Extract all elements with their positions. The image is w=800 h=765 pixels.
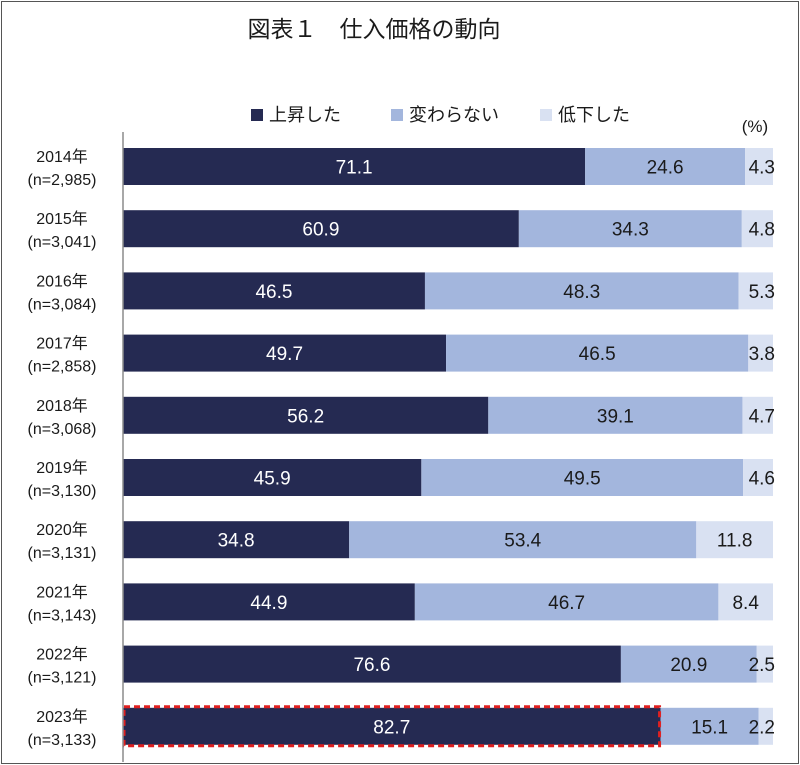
category-labels: 2014年 (n=2,985) 2015年 (n=3,041) 2016年 (n=3,08…: [28, 148, 97, 749]
bar-segment-1: [123, 210, 519, 248]
bar-segment-2: [620, 645, 757, 683]
bars: 71.1 24.6 4.3 60.9 34.3 4.8 46.5 48.3 5.3 49.7 46.…: [122, 148, 775, 748]
bar-segment-3: [741, 210, 773, 248]
data-label: 5.3: [749, 282, 775, 303]
category-n-label: (n=3,133): [28, 732, 97, 749]
bar-segment-2: [446, 334, 749, 372]
unit-label: (%): [742, 117, 768, 136]
data-label: 3.8: [749, 344, 775, 365]
data-label: 2.5: [749, 655, 775, 676]
bar-segment-2: [349, 521, 697, 559]
bar-segment-3: [696, 521, 773, 559]
data-label: 49.5: [564, 469, 601, 490]
bar-segment-1: [123, 396, 489, 434]
data-label: 46.5: [255, 282, 292, 303]
bar-segment-1: [123, 645, 621, 683]
bar-segment-1: [123, 334, 447, 372]
category-year-label: 2014年: [36, 148, 88, 166]
bar-segment-2: [421, 459, 744, 496]
data-label: 60.9: [302, 220, 339, 241]
bar-segment-3: [738, 272, 773, 310]
legend-swatch-2: [391, 109, 403, 121]
data-label: 20.9: [670, 655, 707, 676]
category-n-label: (n=3,121): [28, 670, 97, 687]
bar-segment-1: [123, 707, 661, 745]
legend-swatch-1: [251, 109, 263, 121]
chart-title: 図表１ 仕入価格の動向: [248, 16, 501, 42]
bar-segment-2: [424, 272, 739, 310]
bar-segment-3: [758, 707, 773, 745]
data-label: 11.8: [717, 531, 753, 552]
bar-segment-1: [123, 521, 350, 559]
data-label: 39.1: [597, 406, 634, 427]
data-label: 4.3: [749, 158, 775, 179]
data-label: 49.7: [266, 344, 303, 365]
data-label: 82.7: [373, 717, 410, 738]
bar-segment-1: [123, 148, 586, 185]
bar-segment-1: [123, 272, 425, 310]
data-label: 46.5: [579, 344, 616, 365]
bar-segment-3: [718, 583, 773, 621]
category-year-label: 2020年: [36, 521, 88, 539]
bar-segment-2: [585, 148, 746, 185]
legend-label-1: 上昇した: [269, 105, 341, 125]
category-year-label: 2019年: [36, 459, 88, 477]
legend-label-3: 低下した: [558, 105, 630, 125]
bar-segment-3: [745, 148, 773, 185]
bar-segment-1: [123, 459, 422, 496]
data-label: 4.6: [749, 469, 775, 490]
data-label: 44.9: [250, 593, 287, 614]
bar-segment-3: [748, 334, 773, 372]
category-year-label: 2021年: [36, 583, 88, 601]
category-n-label: (n=3,130): [28, 483, 97, 500]
category-n-label: (n=3,131): [28, 545, 97, 562]
category-year-label: 2015年: [36, 210, 88, 228]
data-label: 34.3: [612, 220, 649, 241]
category-n-label: (n=2,985): [28, 172, 97, 189]
category-n-label: (n=3,143): [28, 607, 97, 624]
bar-segment-1: [123, 583, 415, 621]
data-label: 8.4: [732, 593, 759, 614]
legend-swatch-3: [540, 109, 552, 121]
bar-segment-2: [414, 583, 719, 621]
category-n-label: (n=3,068): [28, 421, 97, 438]
category-n-label: (n=2,858): [28, 359, 97, 376]
highlight-box: [122, 705, 662, 748]
bar-segment-3: [742, 396, 773, 434]
data-label: 53.4: [504, 531, 541, 552]
data-label: 15.1: [691, 717, 728, 738]
data-label: 34.8: [218, 531, 255, 552]
legend-label-2: 変わらない: [409, 105, 499, 125]
category-year-label: 2018年: [36, 397, 88, 415]
category-year-label: 2023年: [36, 708, 88, 726]
category-year-label: 2022年: [36, 646, 88, 664]
data-label: 56.2: [287, 406, 324, 427]
data-label: 4.8: [749, 220, 775, 241]
data-label: 46.7: [548, 593, 585, 614]
bar-segment-3: [756, 645, 773, 683]
data-label: 76.6: [353, 655, 390, 676]
category-year-label: 2016年: [36, 272, 88, 290]
category-year-label: 2017年: [36, 335, 88, 353]
category-n-label: (n=3,084): [28, 296, 97, 313]
data-label: 4.7: [749, 406, 775, 427]
data-label: 71.1: [336, 158, 373, 179]
data-label: 48.3: [563, 282, 600, 303]
bar-segment-2: [518, 210, 742, 248]
category-n-label: (n=3,041): [28, 234, 97, 251]
data-label: 45.9: [254, 469, 291, 490]
bar-segment-3: [743, 459, 773, 496]
legend: 上昇した 変わらない 低下した: [251, 105, 630, 125]
bar-segment-2: [660, 707, 759, 745]
bar-segment-2: [488, 396, 743, 434]
data-label: 24.6: [647, 158, 684, 179]
data-label: 2.2: [749, 717, 775, 738]
